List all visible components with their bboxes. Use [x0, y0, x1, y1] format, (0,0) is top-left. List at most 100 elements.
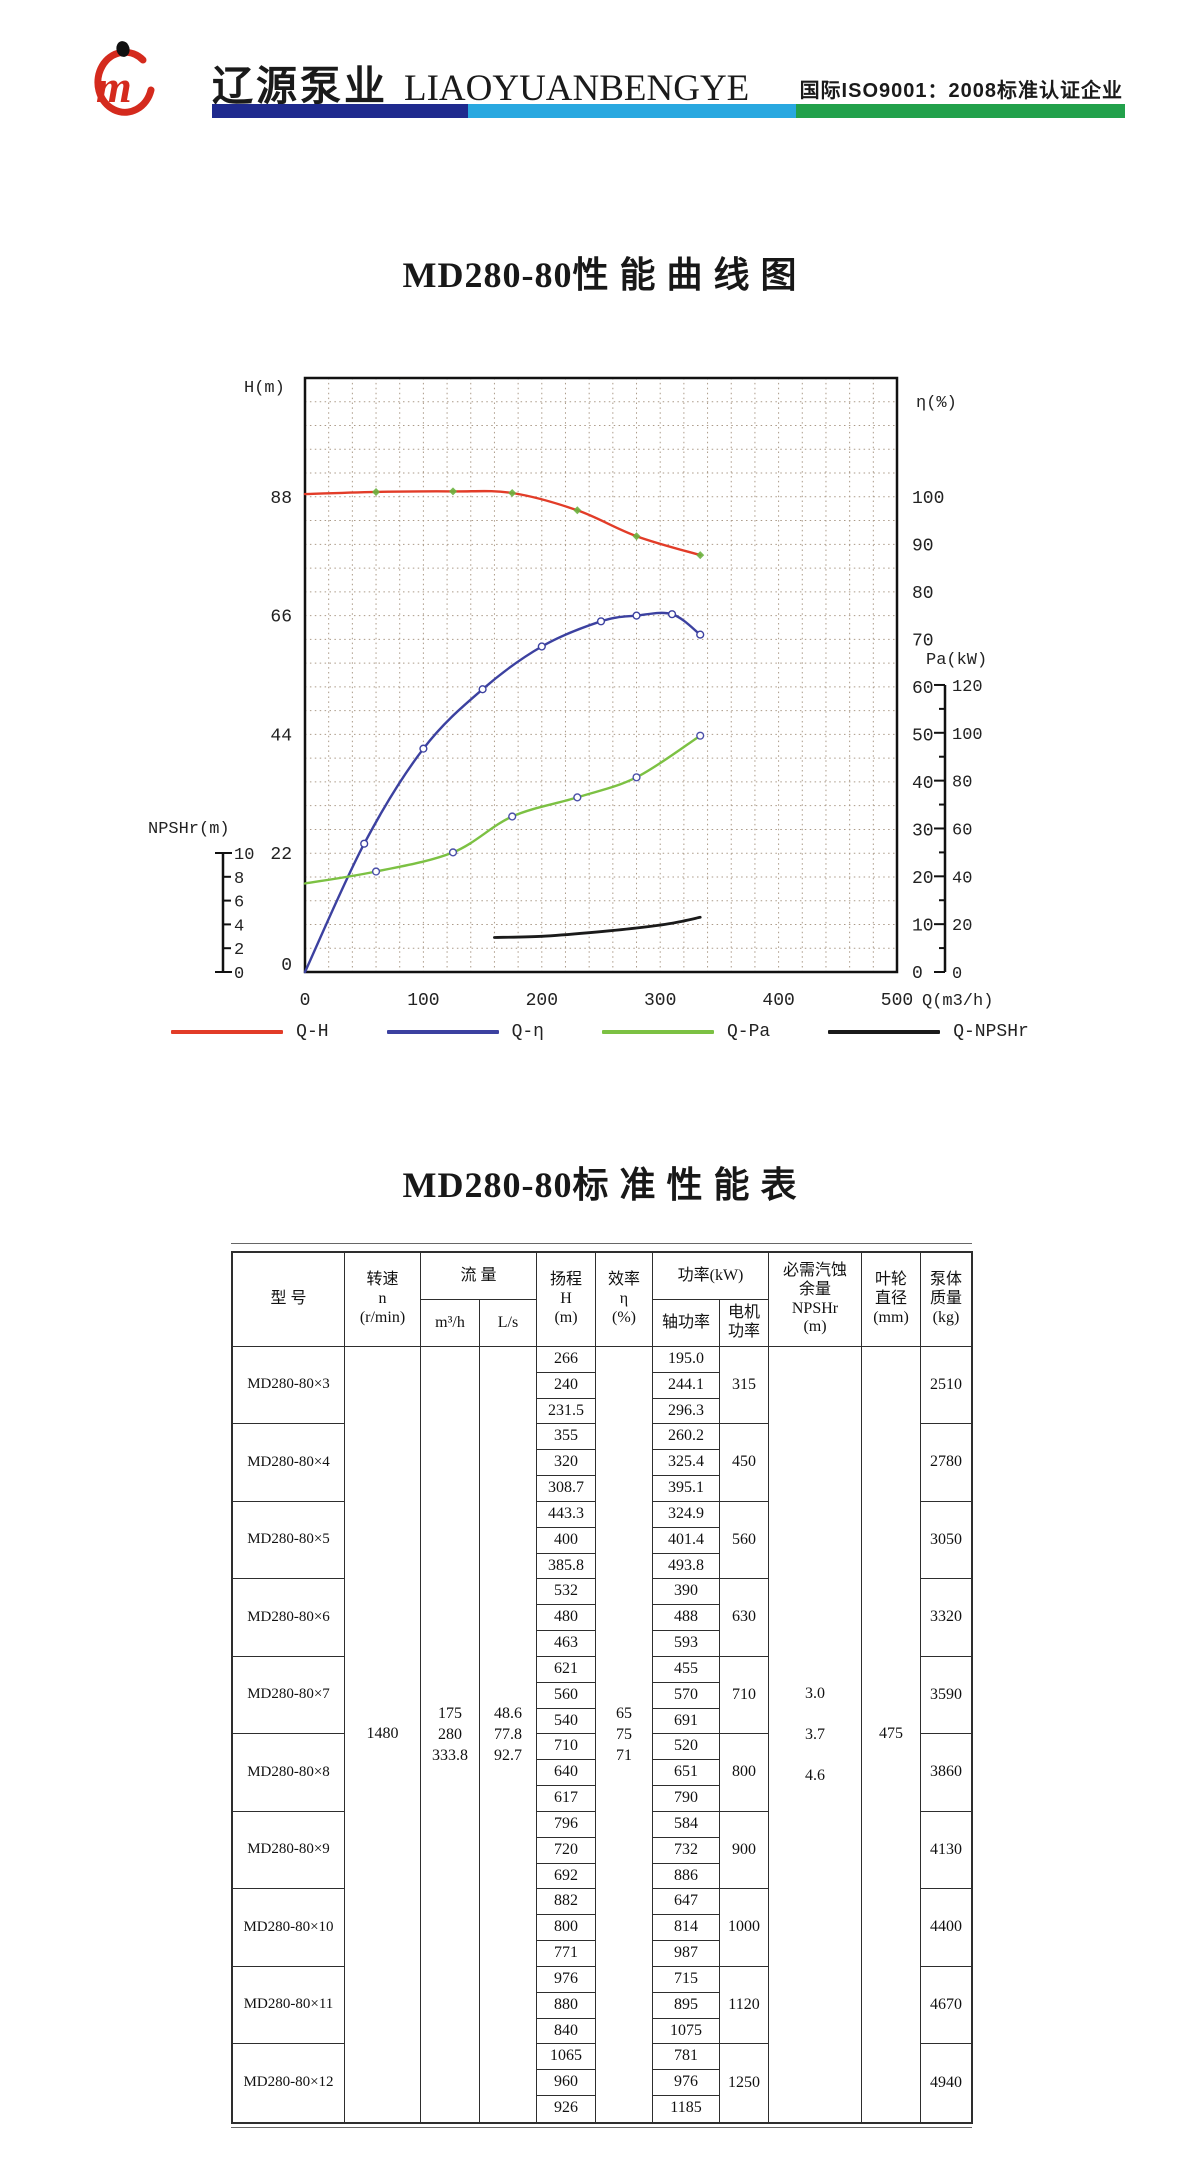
eta-axis-tick: 70: [912, 631, 934, 651]
header-speed: 转速 n (r/min): [345, 1253, 421, 1347]
npshr-axis-tick: 6: [234, 894, 244, 913]
head-value: 355: [537, 1424, 596, 1451]
data-point-marker: [596, 617, 606, 626]
header-npshr: 必需汽蚀 余量 NPSHr (m): [769, 1253, 862, 1347]
impeller-value: 475: [862, 1347, 921, 2122]
header-flow-m3h: m³/h: [421, 1300, 480, 1347]
color-bar-blue-segment: [468, 104, 796, 118]
motor-power-value: 900: [720, 1811, 769, 1890]
data-point-marker: [478, 685, 487, 694]
shaft-power-value: 895: [653, 1992, 720, 2019]
eta-axis-tick: 40: [912, 774, 934, 794]
head-value: 880: [537, 1992, 596, 2019]
shaft-power-value: 886: [653, 1863, 720, 1890]
pa-axis-label: Pa(kW): [926, 651, 987, 670]
header-flow: 流 量: [421, 1253, 537, 1300]
shaft-power-value: 1075: [653, 2018, 720, 2045]
head-value: 540: [537, 1708, 596, 1735]
mass-value: 4130: [921, 1812, 971, 1890]
eta-axis-tick: 80: [912, 584, 934, 604]
motor-power-value: 1000: [720, 1889, 769, 1967]
flow-ls-values: 48.6 77.8 92.7: [480, 1347, 537, 2122]
data-point-marker: [573, 506, 582, 515]
data-point-marker: [448, 848, 458, 857]
pa-axis-tick: 100: [952, 726, 983, 745]
head-value: 800: [537, 1915, 596, 1942]
shaft-power-value: 584: [653, 1811, 720, 1838]
brand-color-bar: [212, 104, 1125, 118]
iso-certification-text: 国际ISO9001：2008标准认证企业: [799, 80, 1123, 102]
shaft-power-value: 814: [653, 1915, 720, 1942]
legend-line-qh: [171, 1030, 284, 1034]
model-name: MD280-80×11: [233, 1966, 345, 2045]
head-value: 385.8: [537, 1553, 596, 1580]
eta-axis-tick: 100: [912, 489, 944, 509]
eta-axis-tick: 0: [912, 964, 923, 984]
legend-label-qnpshr: Q-NPSHr: [953, 1022, 1029, 1042]
eta-axis-tick: 20: [912, 869, 934, 889]
pa-axis-tick: 20: [952, 917, 972, 936]
pa-axis-tick: 60: [952, 821, 972, 840]
mass-value: 3590: [921, 1657, 971, 1735]
head-value: 960: [537, 2070, 596, 2097]
motor-power-value: 560: [720, 1501, 769, 1580]
head-value: 443.3: [537, 1501, 596, 1528]
svg-text:m: m: [96, 61, 132, 112]
model-name: MD280-80×4: [233, 1424, 345, 1502]
shaft-power-value: 395.1: [653, 1476, 720, 1502]
shaft-power-value: 325.4: [653, 1450, 720, 1477]
pa-axis-tick: 40: [952, 869, 972, 888]
data-point-marker: [360, 839, 369, 848]
mass-value: 3320: [921, 1579, 971, 1657]
head-value: 720: [537, 1837, 596, 1864]
motor-power-value: 1250: [720, 2044, 769, 2122]
mass-value: 4940: [930, 2073, 962, 2091]
shaft-power-value: 390: [653, 1579, 720, 1606]
data-point-marker: [632, 532, 641, 541]
shaft-power-value: 593: [653, 1631, 720, 1657]
motor-power-value: 630: [720, 1579, 769, 1657]
mass-value: 4400: [921, 1889, 971, 1967]
curve-Q-NPSHr: [493, 915, 702, 939]
data-point-marker: [696, 551, 705, 560]
head-value: 560: [537, 1682, 596, 1709]
h-axis-tick: 88: [270, 489, 292, 509]
brand-row: 辽源泵业 LIAOYUANBENGYE: [212, 52, 749, 112]
eta-axis-tick: 50: [912, 726, 934, 746]
data-point-marker: [667, 610, 677, 619]
data-point-marker: [696, 630, 705, 639]
eta-axis-tick: 30: [912, 821, 934, 841]
shaft-power-value: 401.4: [653, 1527, 720, 1554]
head-value: 621: [537, 1656, 596, 1683]
head-value: 976: [537, 1966, 596, 1993]
shaft-power-value: 715: [653, 1966, 720, 1993]
head-value: 692: [537, 1863, 596, 1890]
table-top-rule: [231, 1243, 972, 1244]
header-motor-power: 电机 功率: [720, 1300, 769, 1347]
efficiency-values: 65 75 71: [596, 1347, 653, 2122]
legend-line-qnpshr: [828, 1030, 941, 1034]
curve-Q-H: [303, 489, 702, 557]
mass-value: 3860: [921, 1734, 971, 1812]
brand-name-english: LIAOYUANBENGYE: [404, 68, 750, 109]
head-value: 320: [537, 1450, 596, 1477]
data-point-marker: [449, 487, 457, 496]
pa-axis-tick: 0: [952, 965, 962, 984]
data-point-marker: [632, 611, 641, 620]
color-bar-navy-segment: [212, 104, 468, 118]
model-name: MD280-80×9: [233, 1811, 345, 1890]
head-value: 710: [537, 1734, 596, 1761]
speed-value: 1480: [345, 1347, 421, 2122]
eta-axis-tick: 60: [912, 679, 934, 699]
shaft-power-value: 732: [653, 1837, 720, 1864]
shaft-power-value: 987: [653, 1941, 720, 1967]
q-axis-tick: 100: [407, 991, 439, 1011]
legend-item-qeta: Q-η: [386, 1022, 544, 1042]
h-axis-tick: 66: [270, 608, 292, 628]
eta-axis-tick: 90: [912, 536, 934, 556]
shaft-power-value: 260.2: [653, 1424, 720, 1451]
shaft-power-value: 244.1: [653, 1372, 720, 1399]
npshr-axis-tick: 8: [234, 870, 244, 889]
shaft-power-value: 488: [653, 1605, 720, 1632]
